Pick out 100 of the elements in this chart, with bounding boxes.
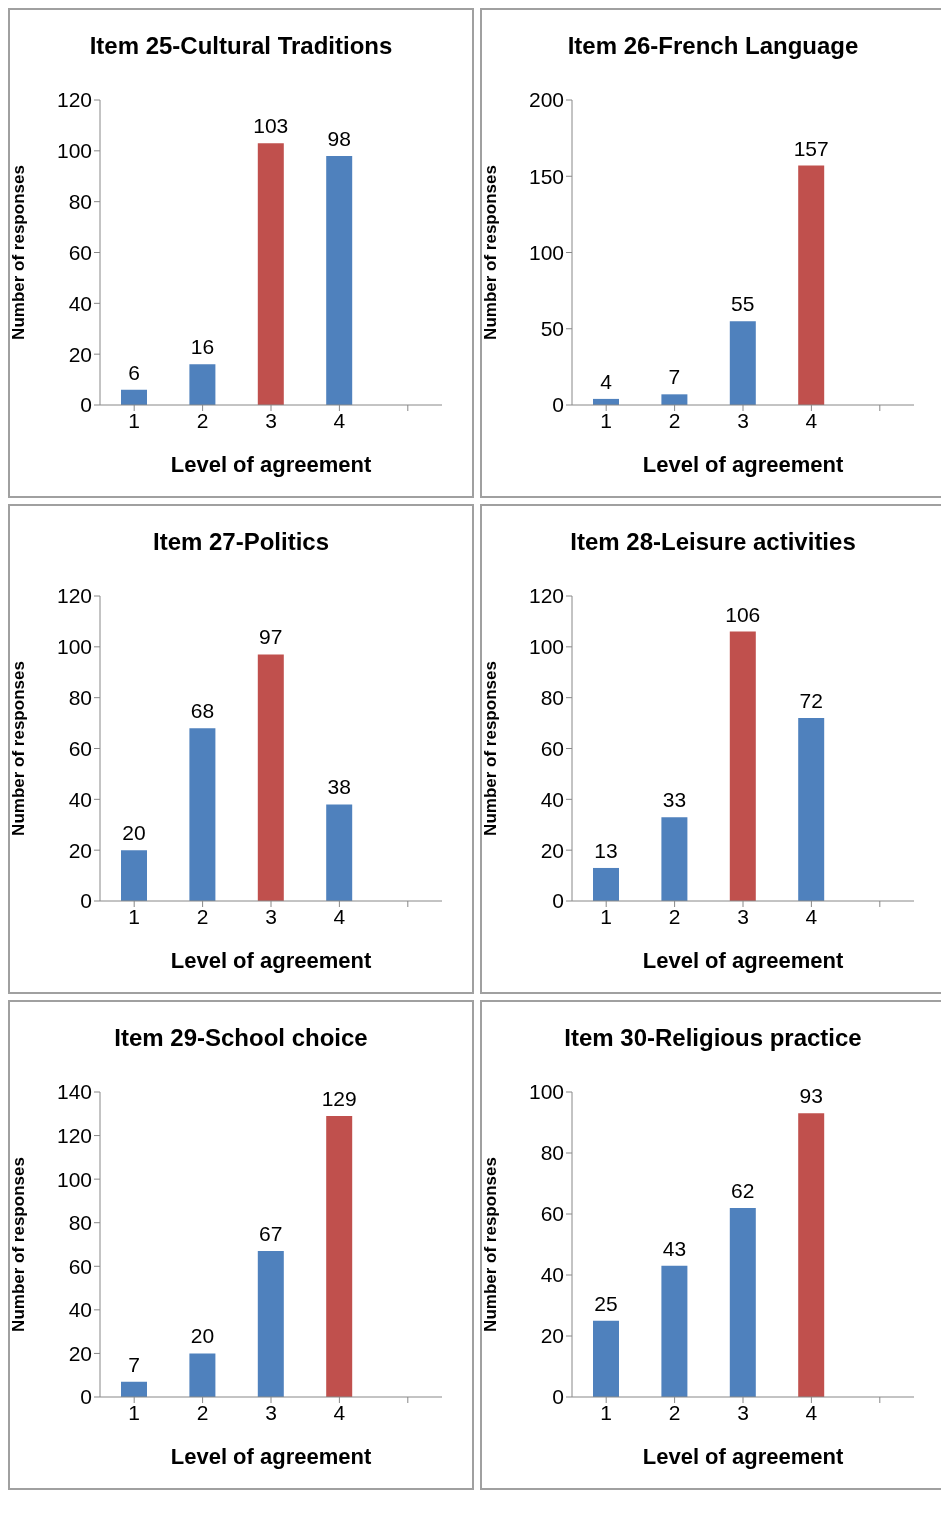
- bar: [257, 1251, 284, 1397]
- bar: [661, 817, 688, 901]
- data-label: 68: [190, 699, 215, 723]
- y-tick-label: 0: [80, 889, 92, 913]
- data-label: 43: [662, 1236, 687, 1260]
- y-tick-label: 20: [68, 342, 92, 366]
- bar: [729, 321, 756, 405]
- chart-title: Item 28-Leisure activities: [569, 528, 857, 556]
- x-tick-label: 3: [737, 904, 749, 928]
- y-tick-label: 60: [68, 240, 92, 264]
- x-axis-title: Level of agreement: [170, 452, 372, 477]
- bar: [593, 867, 619, 901]
- x-tick-label: 1: [128, 904, 141, 928]
- y-tick-label: 120: [56, 1124, 92, 1148]
- x-tick-label: 2: [668, 904, 681, 928]
- bar: [798, 718, 825, 901]
- y-tick-label: 120: [56, 584, 92, 608]
- y-tick-label: 100: [528, 635, 564, 659]
- bar: [798, 1113, 825, 1397]
- data-label: 38: [327, 775, 351, 799]
- y-tick-label: 100: [56, 1167, 92, 1191]
- bar: [326, 155, 353, 405]
- data-label: 93: [799, 1084, 823, 1108]
- data-label: 20: [122, 821, 146, 845]
- bar: [257, 654, 284, 901]
- data-label: 62: [731, 1178, 755, 1202]
- y-tick-label: 120: [528, 584, 564, 608]
- bar: [189, 1353, 216, 1397]
- bar: [257, 143, 284, 405]
- y-tick-label: 20: [540, 1324, 564, 1348]
- data-label: 13: [594, 838, 618, 862]
- y-tick-label: 0: [552, 1385, 564, 1409]
- y-tick-label: 40: [68, 787, 92, 811]
- y-tick-label: 80: [540, 686, 564, 710]
- x-axis-title: Level of agreement: [642, 1444, 844, 1469]
- x-tick-label: 3: [265, 904, 277, 928]
- y-axis-title: Number of responses: [481, 1157, 501, 1332]
- x-tick-label: 2: [196, 904, 209, 928]
- x-tick-label: 4: [333, 408, 346, 432]
- data-label: 67: [259, 1222, 283, 1246]
- data-label: 98: [327, 126, 351, 150]
- chart-title: Item 26-French Language: [566, 32, 860, 60]
- bar: [189, 728, 216, 901]
- chart-title: Item 29-School choice: [113, 1024, 369, 1052]
- data-label: 106: [725, 602, 761, 626]
- chart-title: Item 25-Cultural Traditions: [88, 32, 394, 60]
- data-label: 7: [128, 1352, 140, 1376]
- x-tick-label: 3: [737, 408, 749, 432]
- x-tick-label: 4: [805, 1400, 818, 1424]
- data-label: 129: [321, 1086, 357, 1110]
- y-tick-label: 60: [68, 736, 92, 760]
- bar: [661, 394, 688, 405]
- bar: [189, 364, 216, 405]
- y-tick-label: 0: [80, 1385, 92, 1409]
- y-tick-label: 20: [68, 838, 92, 862]
- chart-title: Item 27-Politics: [151, 528, 331, 556]
- data-label: 6: [128, 360, 140, 384]
- x-tick-label: 1: [600, 408, 613, 432]
- data-label: 25: [594, 1291, 618, 1315]
- y-tick-label: 80: [68, 686, 92, 710]
- x-tick-label: 1: [600, 904, 613, 928]
- data-label: 72: [799, 689, 823, 712]
- chart-title: Item 30-Religious practice: [563, 1024, 863, 1052]
- x-tick-label: 4: [805, 408, 818, 432]
- y-tick-label: 100: [528, 1080, 564, 1104]
- bar: [121, 850, 147, 901]
- x-tick-label: 1: [128, 1400, 141, 1424]
- y-tick-label: 20: [68, 1341, 92, 1365]
- x-axis-title: Level of agreement: [170, 948, 372, 973]
- y-tick-label: 50: [540, 317, 564, 341]
- y-axis-title: Number of responses: [481, 661, 501, 836]
- y-tick-label: 60: [540, 736, 564, 760]
- y-tick-label: 200: [528, 88, 564, 112]
- y-tick-label: 40: [68, 1298, 92, 1322]
- data-label: 157: [793, 136, 829, 160]
- y-tick-label: 40: [540, 787, 564, 811]
- y-tick-label: 0: [552, 393, 564, 417]
- y-tick-label: 40: [540, 1263, 564, 1287]
- bar: [798, 165, 825, 405]
- data-label: 97: [259, 625, 283, 649]
- bar: [729, 631, 756, 901]
- data-label: 7: [668, 365, 681, 389]
- x-axis-title: Level of agreement: [170, 1444, 372, 1469]
- x-tick-label: 1: [128, 408, 141, 432]
- x-tick-label: 4: [333, 1400, 346, 1424]
- x-tick-label: 3: [737, 1400, 749, 1424]
- x-tick-label: 3: [265, 408, 277, 432]
- bar: [729, 1207, 756, 1397]
- data-label: 4: [600, 369, 613, 393]
- y-tick-label: 100: [528, 240, 564, 264]
- data-label: 16: [190, 335, 215, 359]
- y-tick-label: 80: [68, 190, 92, 214]
- y-tick-label: 100: [56, 139, 92, 163]
- x-tick-label: 4: [333, 904, 346, 928]
- bar: [593, 1320, 619, 1397]
- data-label: 33: [662, 788, 687, 812]
- bar: [121, 389, 147, 405]
- y-tick-label: 60: [540, 1202, 564, 1226]
- y-tick-label: 60: [68, 1254, 92, 1278]
- y-tick-label: 100: [56, 635, 92, 659]
